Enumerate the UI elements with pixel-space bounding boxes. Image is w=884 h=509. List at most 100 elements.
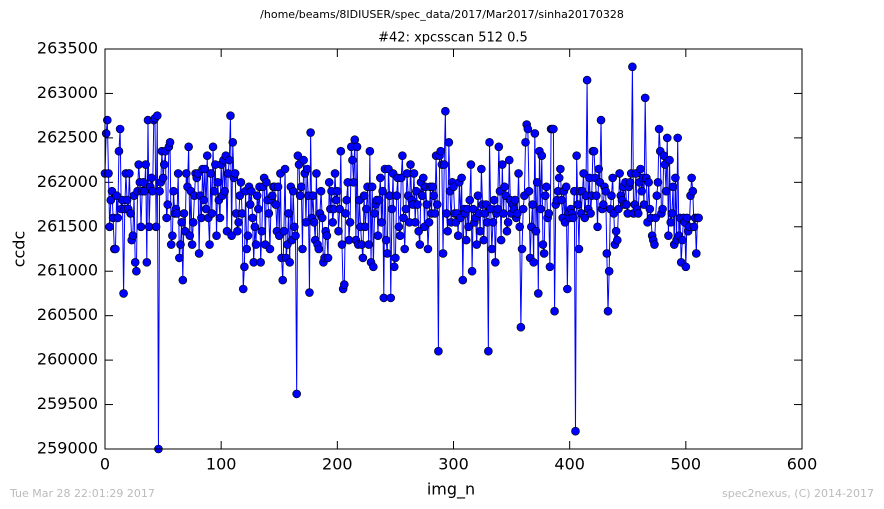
x-tick-label: 100 bbox=[206, 455, 237, 474]
data-point bbox=[271, 200, 281, 209]
data-point bbox=[323, 253, 333, 263]
data-point bbox=[475, 226, 485, 236]
data-point bbox=[213, 178, 222, 187]
data-point bbox=[152, 111, 162, 120]
data-point bbox=[245, 200, 255, 209]
data-point bbox=[212, 231, 221, 240]
data-point bbox=[434, 346, 443, 356]
data-point bbox=[230, 169, 240, 178]
data-point bbox=[668, 182, 678, 192]
data-point bbox=[334, 226, 343, 236]
data-point bbox=[658, 204, 667, 214]
data-point bbox=[449, 182, 458, 192]
data-point bbox=[250, 222, 260, 232]
data-point bbox=[104, 169, 113, 178]
data-point bbox=[340, 280, 349, 289]
data-point bbox=[176, 240, 185, 249]
data-point bbox=[664, 231, 673, 240]
data-point bbox=[410, 218, 420, 227]
data-point bbox=[529, 258, 538, 267]
data-point bbox=[337, 240, 347, 249]
data-point bbox=[184, 142, 193, 152]
data-point bbox=[499, 209, 508, 218]
data-point bbox=[673, 133, 683, 143]
data-point bbox=[599, 200, 608, 209]
data-point bbox=[415, 240, 425, 249]
data-point bbox=[514, 169, 523, 178]
data-point bbox=[442, 209, 451, 218]
data-point bbox=[561, 182, 571, 192]
data-point bbox=[162, 213, 171, 223]
data-point bbox=[291, 231, 300, 240]
data-point bbox=[105, 222, 114, 232]
data-point bbox=[592, 191, 601, 200]
data-point bbox=[484, 346, 493, 356]
data-point bbox=[549, 124, 558, 134]
data-point bbox=[409, 169, 419, 178]
data-point bbox=[429, 191, 439, 200]
data-point bbox=[295, 191, 305, 200]
data-point bbox=[573, 200, 583, 209]
y-tick-label: 262500 bbox=[37, 127, 98, 146]
data-point bbox=[466, 160, 476, 169]
data-point bbox=[322, 231, 332, 240]
data-point bbox=[574, 244, 584, 254]
data-point bbox=[413, 200, 422, 209]
data-point bbox=[136, 222, 146, 232]
data-point bbox=[556, 164, 565, 174]
data-point bbox=[571, 426, 580, 436]
data-point bbox=[441, 106, 450, 116]
data-point bbox=[316, 186, 326, 196]
data-point bbox=[580, 213, 590, 223]
data-point bbox=[536, 204, 545, 214]
data-point bbox=[341, 209, 350, 218]
data-point bbox=[378, 186, 387, 196]
data-point bbox=[106, 195, 116, 205]
data-point bbox=[678, 235, 687, 245]
data-point bbox=[650, 240, 659, 249]
data-point bbox=[608, 173, 617, 183]
data-point bbox=[557, 195, 566, 205]
data-point bbox=[401, 204, 411, 214]
data-point bbox=[251, 240, 261, 249]
data-point bbox=[365, 146, 375, 156]
data-point bbox=[132, 266, 141, 276]
data-point bbox=[308, 191, 318, 200]
data-point bbox=[242, 244, 252, 254]
data-point bbox=[243, 231, 253, 240]
data-point bbox=[563, 284, 572, 294]
data-point bbox=[317, 213, 327, 223]
data-point bbox=[391, 253, 400, 263]
data-point bbox=[209, 186, 219, 196]
data-point bbox=[682, 213, 692, 223]
data-point bbox=[312, 169, 321, 178]
data-point bbox=[173, 169, 183, 178]
data-point bbox=[477, 164, 486, 174]
data-point bbox=[168, 231, 177, 240]
data-point bbox=[235, 191, 245, 200]
data-point bbox=[324, 178, 334, 187]
data-point bbox=[689, 222, 699, 232]
data-point bbox=[169, 186, 178, 196]
data-point bbox=[637, 186, 646, 196]
data-point bbox=[652, 191, 662, 200]
data-point bbox=[215, 213, 225, 223]
data-point bbox=[306, 128, 315, 137]
data-point bbox=[128, 231, 138, 240]
data-point bbox=[362, 204, 371, 214]
data-point bbox=[589, 146, 599, 156]
data-point bbox=[665, 155, 674, 165]
data-point bbox=[387, 204, 397, 214]
data-point bbox=[335, 204, 344, 214]
data-point bbox=[298, 244, 307, 254]
data-point bbox=[601, 186, 610, 196]
data-point bbox=[199, 195, 209, 205]
data-point bbox=[314, 244, 324, 254]
y-tick-label: 263500 bbox=[37, 39, 98, 58]
data-point bbox=[233, 226, 242, 236]
data-point bbox=[370, 209, 379, 218]
x-axis-label: img_n bbox=[427, 480, 475, 500]
data-point bbox=[130, 258, 140, 267]
data-point bbox=[443, 226, 452, 236]
